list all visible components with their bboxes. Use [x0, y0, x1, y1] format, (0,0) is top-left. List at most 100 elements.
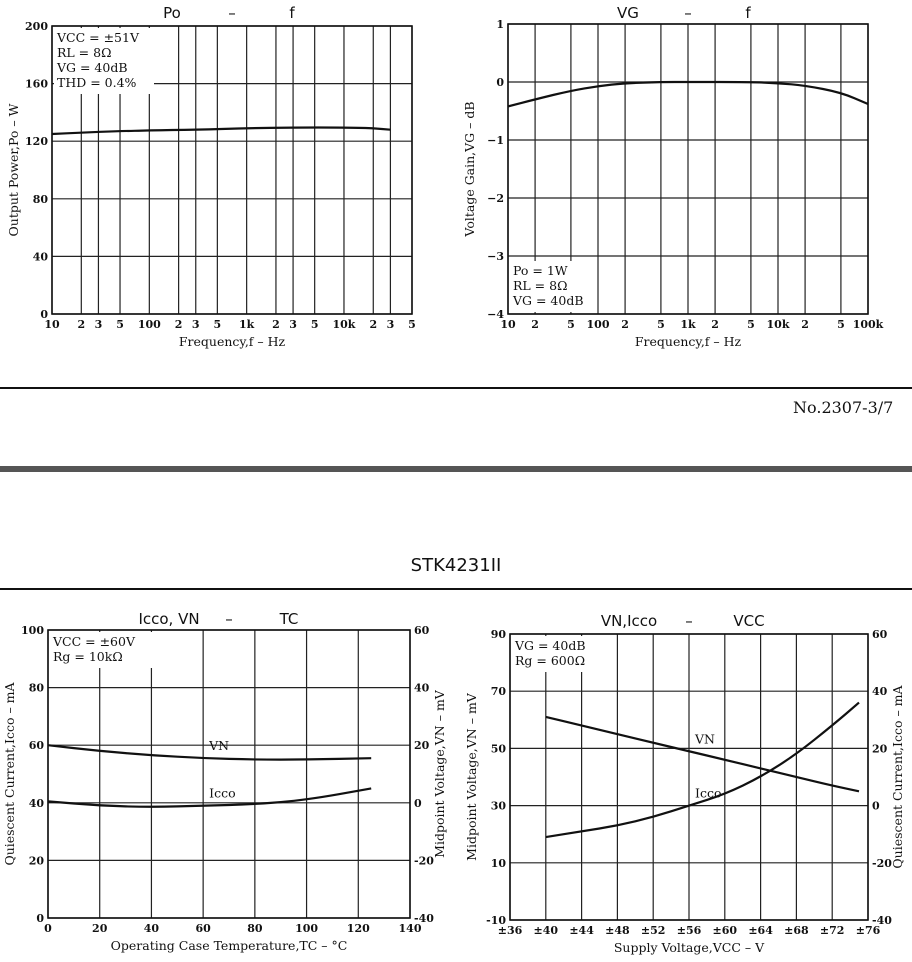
condition-text: Rg = 600Ω	[515, 653, 585, 668]
x-axis-label: Frequency,f – Hz	[179, 334, 286, 349]
condition-text: RL = 8Ω	[513, 278, 567, 293]
plot-frame	[509, 633, 869, 921]
series-label: VN	[208, 738, 229, 753]
x-tick-label: 10	[44, 318, 60, 331]
conditions-box	[50, 632, 156, 668]
chart-title: VN,Icco	[601, 612, 657, 630]
top-divider	[0, 387, 912, 389]
conditions-box	[54, 28, 154, 94]
chart-title: f	[745, 4, 751, 22]
series-label: Icco	[209, 786, 235, 801]
y-tick-label: 120	[25, 135, 48, 148]
y-tick-label: 0	[36, 912, 44, 925]
y-axis-label: Output Power,Po – W	[6, 103, 21, 236]
condition-text: VG = 40dB	[512, 293, 584, 308]
x-tick-label: 3	[387, 318, 395, 331]
y-right-tick-label: 20	[414, 739, 430, 752]
y-tick-label: −3	[487, 250, 504, 263]
series-label: VN	[694, 731, 715, 746]
condition-text: VCC = ±60V	[52, 634, 136, 649]
x-tick-label: ±44	[569, 924, 594, 937]
x-tick-label: 100	[587, 318, 610, 331]
series-line	[507, 80, 869, 108]
y-right-axis-label: Quiescent Current,Icco – mA	[890, 684, 905, 868]
y-right-tick-label: -40	[414, 912, 434, 925]
y-tick-label: −1	[487, 134, 504, 147]
x-tick-label: 5	[657, 318, 665, 331]
y-tick-label: 80	[29, 682, 45, 695]
y-right-tick-label: -40	[872, 914, 892, 927]
x-tick-label: 10k	[767, 318, 790, 331]
x-tick-label: ±60	[713, 924, 738, 937]
y-right-axis-label: Midpoint Voltage,VN – mV	[432, 689, 447, 858]
plot-frame	[51, 25, 413, 315]
page-number: No.2307-3/7	[793, 398, 894, 417]
y-tick-label: 1	[496, 18, 504, 31]
condition-text: RL = 8Ω	[57, 45, 111, 60]
x-tick-label: 5	[837, 318, 845, 331]
y-tick-label: 30	[491, 800, 507, 813]
series-line	[47, 787, 372, 808]
plot-frame	[507, 23, 869, 315]
x-tick-label: 5	[311, 318, 319, 331]
y-tick-label: 100	[21, 624, 44, 637]
y-right-tick-label: 60	[414, 624, 430, 637]
y-axis-label: Quiescent Current,Icco – mA	[2, 681, 17, 865]
x-tick-label: ±64	[748, 924, 773, 937]
y-axis-label: Midpoint Voltage,VN – mV	[464, 692, 479, 861]
x-tick-label: 140	[399, 922, 422, 935]
y-tick-label: 80	[33, 193, 49, 206]
x-tick-label: ±40	[534, 924, 559, 937]
chart-title: Icco, VN	[138, 610, 199, 628]
condition-text: VG = 40dB	[514, 638, 586, 653]
series-line	[51, 126, 391, 136]
x-tick-label: 3	[95, 318, 103, 331]
x-tick-label: 20	[92, 922, 108, 935]
y-right-tick-label: -20	[414, 854, 434, 867]
x-tick-label: ±56	[677, 924, 702, 937]
x-tick-label: 2	[77, 318, 85, 331]
x-tick-label: ±48	[605, 924, 630, 937]
x-tick-label: 2	[272, 318, 280, 331]
x-tick-label: ±52	[641, 924, 666, 937]
y-right-tick-label: 20	[872, 742, 888, 755]
x-tick-label: 100	[295, 922, 318, 935]
y-tick-label: 200	[25, 20, 48, 33]
y-tick-label: −2	[487, 192, 504, 205]
chart-title: Po	[163, 4, 181, 22]
x-tick-label: 3	[192, 318, 200, 331]
y-tick-label: 40	[33, 250, 49, 263]
x-tick-label: 40	[144, 922, 160, 935]
chart-title: f	[289, 4, 295, 22]
x-tick-label: ±68	[784, 924, 809, 937]
x-tick-label: 3	[289, 318, 297, 331]
plot-frame	[47, 629, 411, 919]
series-line	[545, 715, 860, 793]
x-tick-label: 10k	[333, 318, 356, 331]
y-tick-label: -10	[486, 914, 506, 927]
x-tick-label: 80	[247, 922, 263, 935]
y-tick-label: 40	[29, 797, 45, 810]
y-tick-label: 0	[496, 76, 504, 89]
y-right-tick-label: -20	[872, 857, 892, 870]
x-tick-label: 5	[567, 318, 575, 331]
chart-title-dash: –	[684, 4, 692, 22]
x-axis-label: Operating Case Temperature,TC – °C	[111, 938, 348, 953]
conditions-box	[510, 261, 594, 312]
series-line	[545, 701, 860, 839]
x-tick-label: 60	[195, 922, 211, 935]
y-right-tick-label: 40	[872, 685, 888, 698]
chart-title-dash: –	[225, 610, 233, 628]
y-right-tick-label: 60	[872, 628, 888, 641]
x-tick-label: 10	[500, 318, 516, 331]
x-tick-label: 2	[801, 318, 809, 331]
x-tick-label: 2	[175, 318, 183, 331]
x-axis-label: Supply Voltage,VCC – V	[614, 940, 765, 955]
x-tick-label: 2	[621, 318, 629, 331]
x-tick-label: ±36	[498, 924, 523, 937]
series-label: Icco	[695, 786, 721, 801]
section-divider	[0, 588, 912, 590]
y-tick-label: 70	[491, 685, 507, 698]
